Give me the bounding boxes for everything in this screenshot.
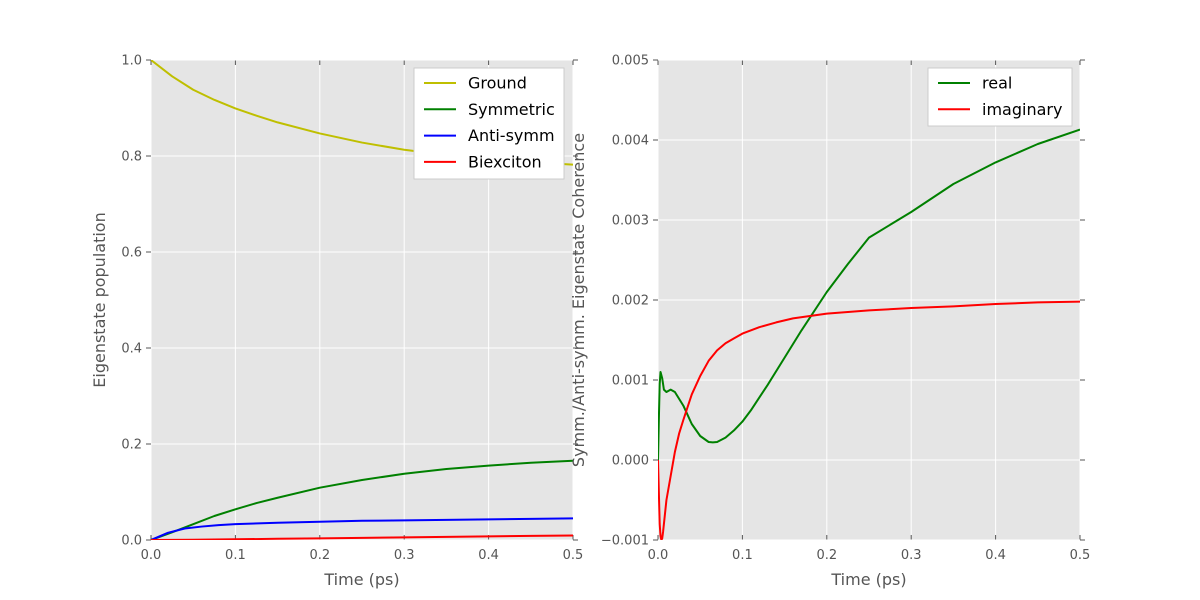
y-tick-label: 0.005 [612, 54, 649, 69]
y-axis-label: Symm./Anti-symm. Eigenstate Coherence [569, 133, 588, 467]
x-tick-label: 0.0 [141, 548, 162, 563]
y-tick-label: 0.8 [121, 150, 142, 165]
series-line-symmetric [151, 459, 573, 540]
x-tick-label: 0.2 [816, 548, 837, 563]
x-tick-label: 0.2 [309, 548, 330, 563]
y-tick-label: 1.0 [121, 54, 142, 69]
series-line-real [658, 128, 1080, 461]
x-tick-label: 0.1 [732, 548, 753, 563]
x-axis-label: Time (ps) [323, 570, 399, 589]
x-tick-label: 0.3 [901, 548, 922, 563]
series-line-imaginary [658, 300, 1080, 540]
x-tick-label: 0.4 [985, 548, 1006, 563]
x-tick-label: 0.0 [648, 548, 669, 563]
legend-label: Biexciton [468, 152, 542, 171]
y-tick-label: 0.001 [612, 374, 649, 389]
chart-panel-2: 0.0 0.1 0.2 0.3 0.4 0.5 −0.001 0.000 0.001 0.002 0… [569, 54, 1090, 590]
legend-box [927, 67, 1073, 127]
y-tick-label: 0.4 [121, 342, 142, 357]
series-line-biexciton [151, 534, 573, 540]
legend-label: Ground [468, 74, 527, 93]
y-tick-label: 0.004 [612, 134, 649, 149]
legend: real imaginary [927, 67, 1073, 127]
y-tick-label: 0.003 [612, 214, 649, 229]
legend-label: Symmetric [468, 100, 555, 119]
y-tick-label: 0.2 [121, 438, 142, 453]
legend: Ground Symmetric Anti-symm Biexciton [413, 67, 565, 180]
x-tick-label: 0.5 [563, 548, 584, 563]
x-tick-label: 0.5 [1070, 548, 1091, 563]
x-tick-label: 0.1 [225, 548, 246, 563]
legend-label: Anti-symm [468, 126, 555, 145]
legend-label: real [982, 74, 1012, 93]
y-tick-label: −0.001 [601, 534, 649, 549]
series-line-anti-symm [151, 517, 573, 540]
x-tick-label: 0.3 [394, 548, 415, 563]
y-tick-label: 0.6 [121, 246, 142, 261]
y-tick-label: 0.0 [121, 534, 142, 549]
y-tick-label: 0.000 [612, 454, 649, 469]
legend-box [413, 67, 565, 180]
x-axis-label: Time (ps) [830, 570, 906, 589]
chart-panel-1: 0.0 0.1 0.2 0.3 0.4 0.5 0.0 0.2 0.4 0.6 0.8 1.0 Time… [90, 54, 583, 590]
y-tick-label: 0.002 [612, 294, 649, 309]
x-tick-label: 0.4 [478, 548, 499, 563]
y-axis-label: Eigenstate population [90, 212, 109, 387]
legend-label: imaginary [982, 100, 1062, 119]
